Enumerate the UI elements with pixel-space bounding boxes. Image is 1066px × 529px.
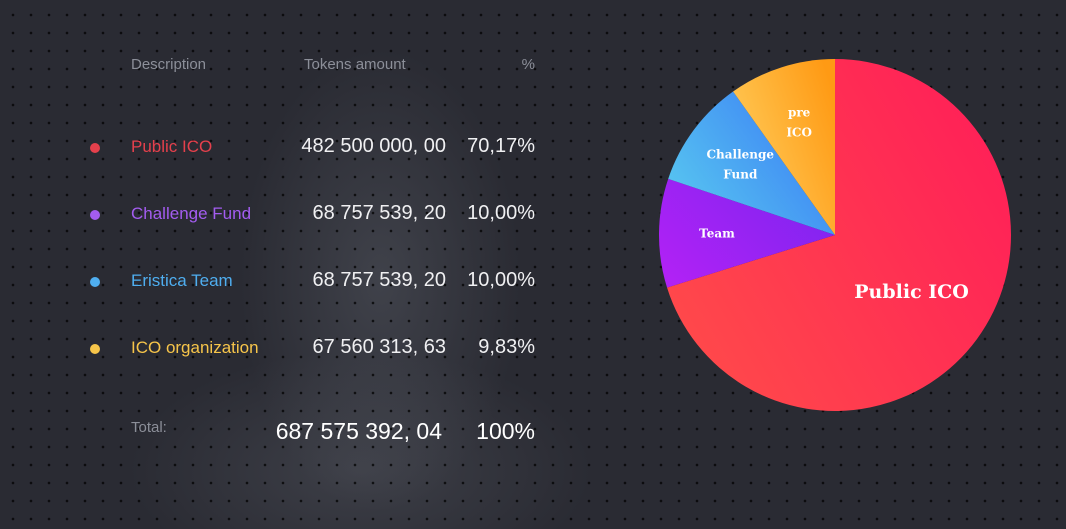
row-tokens: 68 757 539, 20 <box>312 202 446 224</box>
table-row-eristica-team: Eristica Team 68 757 539, 20 10,00% <box>0 267 560 297</box>
legend-dot-ico-organization <box>90 344 100 354</box>
header-tokens-amount: Tokens amount <box>304 56 406 73</box>
row-tokens: 67 560 313, 63 <box>312 336 446 358</box>
row-percent: 70,17% <box>467 135 535 157</box>
pie-label-public-ico: Public ICO <box>854 281 969 303</box>
row-tokens: 68 757 539, 20 <box>312 269 446 291</box>
header-description: Description <box>131 56 207 73</box>
pie-slice-challenge-fund <box>668 91 835 235</box>
total-percent: 100% <box>476 418 535 444</box>
pie-chart: Public ICO Team Challenge Fund pre ICO <box>659 59 1011 411</box>
row-name: Eristica Team <box>131 271 233 290</box>
row-percent: 10,00% <box>467 269 535 291</box>
row-percent: 10,00% <box>467 202 535 224</box>
pie-slice-team <box>659 178 835 288</box>
pie-label-pre-ico: pre ICO <box>786 106 812 140</box>
pie-label-team: Team <box>699 227 735 241</box>
row-name: Challenge Fund <box>131 204 252 223</box>
legend-dot-eristica-team <box>90 277 100 287</box>
row-name: Public ICO <box>131 137 213 156</box>
pie-slice-pre-ico <box>733 59 835 235</box>
pie-label-challenge-fund: Challenge Fund <box>707 148 775 182</box>
row-percent: 9,83% <box>478 336 535 358</box>
pie-slice-public-ico <box>667 59 1011 411</box>
legend-dot-challenge-fund <box>90 210 100 220</box>
total-tokens: 687 575 392, 04 <box>275 418 442 444</box>
table-row-challenge-fund: Challenge Fund 68 757 539, 20 10,00% <box>0 200 560 230</box>
table-row-ico-organization: ICO organization 67 560 313, 63 9,83% <box>0 334 560 364</box>
row-tokens: 482 500 000, 00 <box>301 135 446 157</box>
table-row-public-ico: Public ICO 482 500 000, 00 70,17% <box>0 133 560 163</box>
header-percent: % <box>521 56 535 73</box>
legend-dot-public-ico <box>90 143 100 153</box>
total-label: Total: <box>131 419 167 436</box>
row-name: ICO organization <box>131 338 259 357</box>
